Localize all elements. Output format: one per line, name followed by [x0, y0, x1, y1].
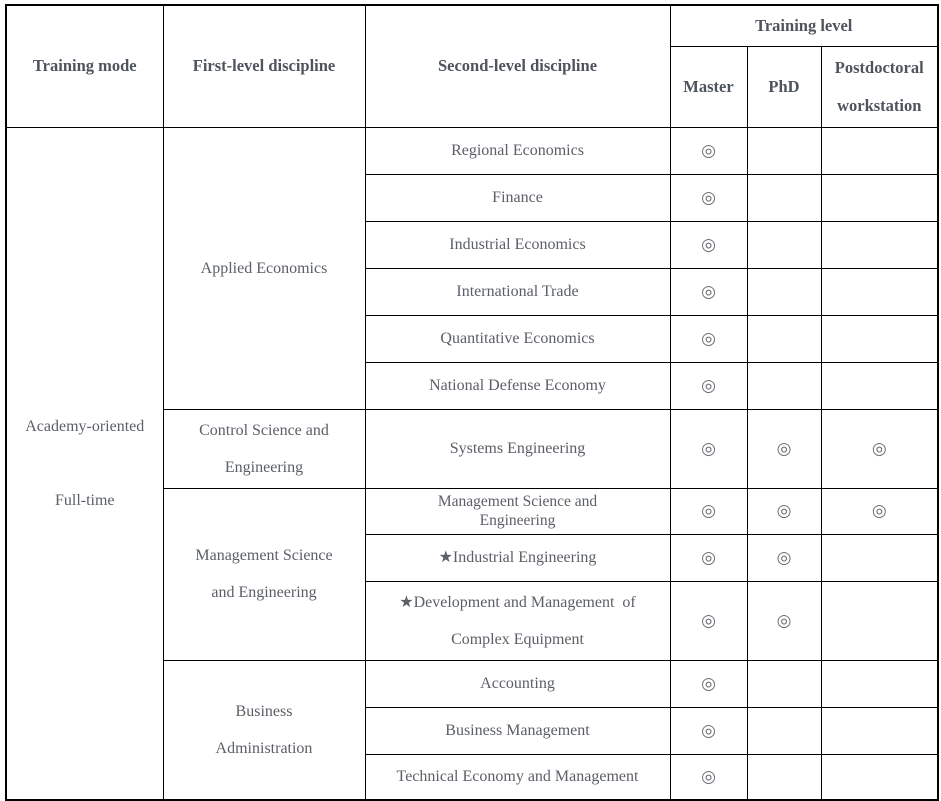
postdoc-level-mark	[820, 314, 939, 363]
table-row: ★Industrial Engineering ◎ ◎	[6, 533, 939, 582]
postdoc-level-mark	[820, 220, 939, 269]
first-level-discipline-header: First-level discipline	[162, 4, 366, 128]
second-level-discipline-cell: Management Science and Engineering	[364, 487, 671, 535]
master-level-mark: ◎	[669, 706, 748, 755]
master-header: Master	[669, 45, 748, 128]
master-level-mark: ◎	[669, 361, 748, 410]
second-level-discipline-cell: Quantitative Economics	[364, 314, 671, 363]
table-row: Finance ◎	[6, 173, 939, 222]
phd-level-mark	[746, 173, 822, 222]
postdoc-level-mark	[820, 267, 939, 316]
postdoc-level-mark	[820, 173, 939, 222]
table-row: Business Administration Accounting ◎	[6, 659, 939, 801]
master-level-mark: ◎	[669, 408, 748, 489]
table-row: Control Science and Engineering Systems …	[6, 408, 939, 489]
table-row: National Defense Economy ◎	[6, 361, 939, 410]
postdoc-level-mark	[820, 659, 939, 708]
phd-level-mark	[746, 659, 822, 708]
header-row-2: Master PhD Postdoctoral workstation	[6, 45, 939, 128]
master-level-mark: ◎	[669, 753, 748, 801]
phd-level-mark: ◎	[746, 580, 822, 661]
phd-header: PhD	[746, 45, 822, 128]
postdoc-level-mark	[820, 706, 939, 755]
master-level-mark: ◎	[669, 314, 748, 363]
second-level-discipline-cell: ★Industrial Engineering	[364, 533, 671, 582]
postdoc-level-mark: ◎	[820, 408, 939, 489]
master-level-mark: ◎	[669, 267, 748, 316]
postdoc-level-mark	[820, 126, 939, 175]
header-row-1: Training mode First-level discipline Sec…	[5, 4, 939, 128]
table-row: Business Management ◎	[6, 706, 939, 755]
table-row: Academy-oriented Full-time Applied Econo…	[5, 126, 939, 801]
phd-level-mark	[746, 220, 822, 269]
second-level-discipline-cell: Regional Economics	[364, 126, 671, 175]
second-level-discipline-header: Second-level discipline	[364, 4, 671, 128]
first-level-discipline-cell: Control Science and Engineering	[162, 408, 366, 489]
table-row: International Trade ◎	[6, 267, 939, 316]
second-level-discipline-cell: Finance	[364, 173, 671, 222]
phd-level-mark	[746, 361, 822, 410]
training-mode-cell: Academy-oriented Full-time	[5, 126, 164, 801]
second-level-discipline-cell: Industrial Economics	[364, 220, 671, 269]
master-level-mark: ◎	[669, 126, 748, 175]
postdoc-level-mark	[820, 753, 939, 801]
master-level-mark: ◎	[669, 580, 748, 661]
phd-level-mark	[746, 126, 822, 175]
master-level-mark: ◎	[669, 173, 748, 222]
phd-level-mark: ◎	[746, 408, 822, 489]
phd-level-mark	[746, 267, 822, 316]
second-level-discipline-cell: Business Management	[364, 706, 671, 755]
phd-level-mark	[746, 314, 822, 363]
first-level-discipline-cell: Management Science and Engineering	[162, 487, 366, 661]
phd-level-mark	[746, 706, 822, 755]
second-level-discipline-cell: Accounting	[364, 659, 671, 708]
phd-level-mark: ◎	[746, 487, 822, 535]
table-row: Industrial Economics ◎	[6, 220, 939, 269]
discipline-training-table: Training mode First-level discipline Sec…	[5, 4, 939, 801]
master-level-mark: ◎	[669, 487, 748, 535]
master-level-mark: ◎	[669, 220, 748, 269]
table-row: Quantitative Economics ◎	[6, 314, 939, 363]
second-level-discipline-cell: Technical Economy and Management	[364, 753, 671, 801]
postdoctoral-workstation-header: Postdoctoral workstation	[820, 45, 939, 128]
phd-level-mark: ◎	[746, 533, 822, 582]
postdoc-level-mark: ◎	[820, 487, 939, 535]
training-level-header: Training level	[669, 4, 939, 47]
second-level-discipline-cell: Systems Engineering	[364, 408, 671, 489]
master-level-mark: ◎	[669, 659, 748, 708]
first-level-discipline-cell: Applied Economics	[162, 126, 366, 410]
second-level-discipline-cell: ★Development and Management of Complex E…	[364, 580, 671, 661]
postdoc-level-mark	[820, 580, 939, 661]
first-level-discipline-cell: Business Administration	[162, 659, 366, 801]
master-level-mark: ◎	[669, 533, 748, 582]
table-row: Management Science and Engineering Manag…	[6, 487, 939, 661]
phd-level-mark	[746, 753, 822, 801]
postdoc-level-mark	[820, 361, 939, 410]
postdoc-level-mark	[820, 533, 939, 582]
second-level-discipline-cell: National Defense Economy	[364, 361, 671, 410]
training-mode-header: Training mode	[5, 4, 164, 128]
second-level-discipline-cell: International Trade	[364, 267, 671, 316]
